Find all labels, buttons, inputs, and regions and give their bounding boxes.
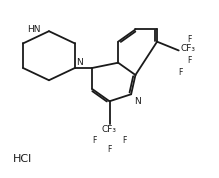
Text: N: N (76, 58, 83, 67)
Text: F: F (179, 68, 183, 77)
Text: F: F (92, 136, 97, 145)
Text: F: F (122, 136, 127, 145)
Text: F: F (187, 35, 192, 44)
Text: F: F (107, 145, 112, 154)
Text: F: F (187, 56, 192, 66)
Text: N: N (134, 97, 141, 106)
Text: CF₃: CF₃ (181, 44, 196, 53)
Text: HN: HN (27, 25, 40, 34)
Text: HCl: HCl (13, 154, 33, 164)
Text: CF₃: CF₃ (102, 125, 117, 134)
